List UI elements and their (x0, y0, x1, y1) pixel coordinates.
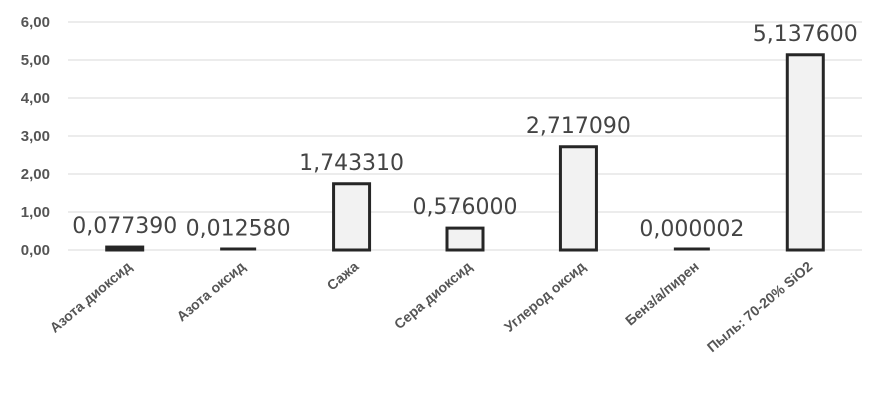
x-tick-label: Пыль: 70-20% SiO2 (704, 258, 816, 355)
y-tick-label: 1,00 (21, 204, 50, 221)
y-tick-label: 0,00 (21, 242, 50, 259)
data-label: 0,000002 (639, 217, 744, 242)
x-tick-label: Сера диоксид (391, 258, 475, 332)
data-label: 1,743310 (299, 151, 404, 176)
x-tick-label: Сажа (324, 258, 362, 294)
x-tick-label: Азота диоксид (47, 258, 135, 336)
y-tick-label: 5,00 (21, 52, 50, 69)
bar (785, 53, 825, 252)
x-axis-categories: Азота диоксид Азота оксид Сажа Сера диоксид… (47, 258, 816, 355)
bars (105, 53, 825, 252)
data-labels: 0,077390 0,012580 1,743310 0,576000 2,717090… (72, 22, 858, 242)
y-tick-label: 2,00 (21, 166, 50, 183)
data-label: 0,576000 (413, 195, 518, 220)
bar (105, 245, 145, 252)
data-label: 0,012580 (186, 217, 291, 242)
gridlines (68, 21, 862, 251)
bar (445, 226, 485, 252)
bar (332, 182, 372, 252)
x-tick-label: Бенз/а/пирен (622, 258, 702, 329)
y-tick-label: 3,00 (21, 128, 50, 145)
bar (558, 145, 598, 252)
data-label: 0,077390 (72, 214, 177, 239)
y-axis-ticks: 0,00 1,00 2,00 3,00 4,00 5,00 6,00 (21, 14, 50, 259)
y-tick-label: 4,00 (21, 90, 50, 107)
data-label: 5,137600 (753, 22, 858, 47)
y-tick-label: 6,00 (21, 14, 50, 31)
data-label: 2,717090 (526, 114, 631, 139)
x-tick-label: Азота оксид (173, 258, 248, 324)
x-tick-label: Углерод оксид (501, 258, 588, 335)
